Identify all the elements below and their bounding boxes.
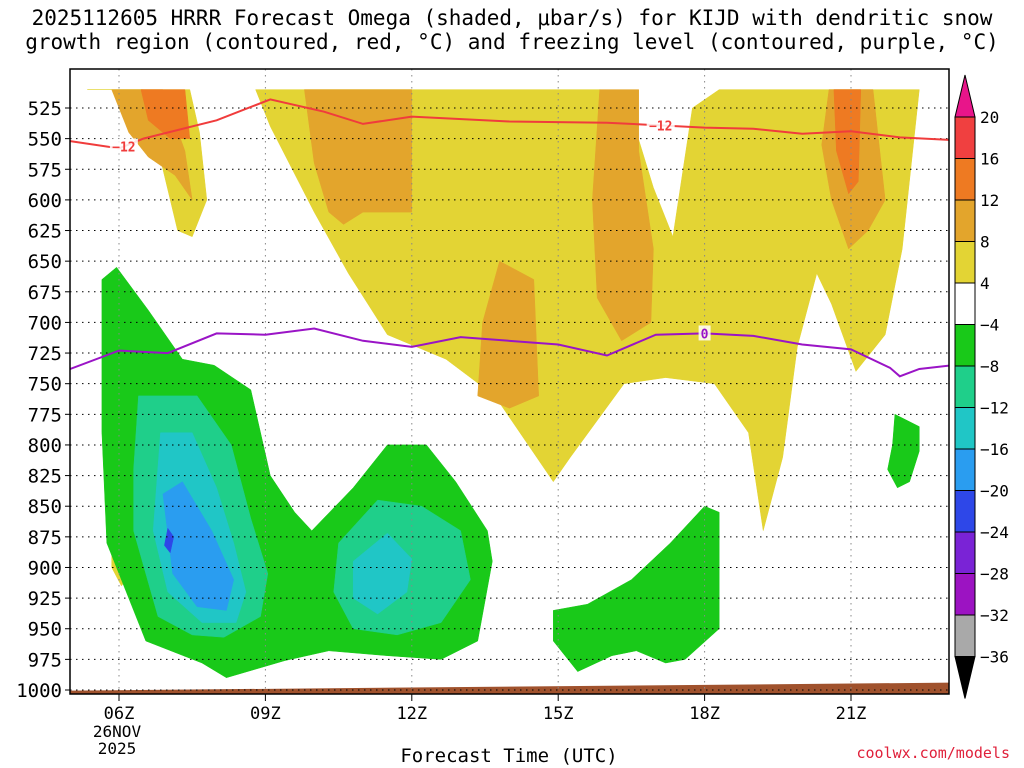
contour-labels: −12 −12 0 (109, 117, 711, 342)
xtick-label-15Z: 15Z (543, 704, 574, 724)
ytick-label-550: 550 (28, 129, 62, 151)
title-line-1: 2025112605 HRRR Forecast Omega (shaded, … (31, 6, 993, 30)
credit-link[interactable]: coolwx.com/models (856, 744, 1010, 762)
colorbar: 20 16 12 8 4 −4 −8 −12 −16 −20 −24 −28 −32 −36 (954, 74, 1009, 699)
omega-region-18 (162, 481, 234, 611)
ytick-label-525: 525 (28, 98, 62, 120)
ytick-label-725: 725 (28, 343, 62, 365)
colorbar-label-7: −12 (980, 399, 1009, 418)
colorbar-label-6: −8 (980, 357, 999, 376)
xtick-year: 2025 (98, 739, 137, 758)
ytick-label-875: 875 (28, 527, 62, 549)
title-line-2: growth region (contoured, red, °C) and f… (25, 30, 999, 54)
omega-region-5 (304, 89, 413, 225)
colorbar-box-9 (954, 448, 976, 491)
colorbar-label-11: −28 (980, 565, 1009, 584)
ytick-label-675: 675 (28, 282, 62, 304)
ytick-label-775: 775 (28, 404, 62, 426)
colorbar-label-10: −24 (980, 523, 1009, 542)
omega-region-6 (592, 89, 654, 342)
ytick-label-600: 600 (28, 190, 62, 212)
ytick-label-625: 625 (28, 221, 62, 243)
colorbar-box-12 (954, 573, 976, 616)
xtick-label-06Z: 06Z (104, 704, 135, 724)
colorbar-label-1: 16 (980, 150, 999, 169)
terrain (70, 682, 949, 694)
xtick-label-21Z: 21Z (836, 704, 867, 724)
grid (70, 69, 949, 694)
dgz-label-1-bg (109, 138, 138, 154)
ytick-label-750: 750 (28, 374, 62, 396)
colorbar-box-1 (954, 116, 976, 159)
omega-region-10 (833, 89, 862, 195)
omega-region-8 (477, 260, 539, 409)
freezing-label-bg (698, 325, 711, 341)
colorbar-box-6 (954, 324, 976, 367)
colorbar-label-3: 8 (980, 233, 990, 252)
colorbar-label-5: −4 (980, 316, 999, 335)
colorbar-label-0: 20 (980, 108, 999, 127)
dgz-label-2-bg (646, 117, 675, 133)
omega-shading (87, 89, 920, 678)
ytick-label-800: 800 (28, 435, 62, 457)
omega-region-19 (164, 527, 174, 554)
xtick-label-12Z: 12Z (396, 704, 427, 724)
colorbar-label-13: −36 (980, 648, 1009, 667)
colorbar-box-3 (954, 199, 976, 242)
ytick-label-925: 925 (28, 588, 62, 610)
colorbar-label-2: 12 (980, 191, 999, 210)
ytick-label-975: 975 (28, 649, 62, 671)
ytick-label-700: 700 (28, 312, 62, 334)
colorbar-top-arrow (954, 74, 976, 118)
ytick-label-950: 950 (28, 619, 62, 641)
terrain-band (70, 682, 949, 694)
colorbar-box-7 (954, 365, 976, 408)
ytick-label-825: 825 (28, 466, 62, 488)
contours (70, 98, 949, 378)
colorbar-label-12: −32 (980, 606, 1009, 625)
x-axis-label: Forecast Time (UTC) (400, 745, 618, 767)
omega-region-13 (887, 413, 920, 489)
colorbar-box-5 (954, 282, 976, 325)
colorbar-label-8: −16 (980, 440, 1009, 459)
omega-region-1 (255, 89, 920, 531)
ytick-label-575: 575 (28, 159, 62, 181)
colorbar-label-4: 4 (980, 274, 990, 293)
colorbar-box-13 (954, 614, 976, 657)
colorbar-box-8 (954, 407, 976, 450)
xtick-label-09Z: 09Z (250, 704, 281, 724)
colorbar-box-2 (954, 158, 976, 201)
y-axis: 525 550 575 600 625 650 675 700 725 750 775 800 825 8… (16, 98, 70, 702)
colorbar-box-10 (954, 490, 976, 533)
ytick-label-900: 900 (28, 557, 62, 579)
freezing-label: 0 (701, 327, 709, 342)
chart-title: 2025112605 HRRR Forecast Omega (shaded, … (0, 6, 1024, 54)
omega-region-9 (140, 89, 191, 139)
dgz-label-2: −12 (649, 119, 672, 134)
ytick-label-1000: 1000 (16, 680, 62, 702)
colorbar-box-11 (954, 531, 976, 574)
xtick-date: 26NOV (93, 722, 142, 741)
colorbar-bottom-arrow (954, 656, 976, 699)
colorbar-label-9: −20 (980, 482, 1009, 501)
dgz-contour (70, 98, 949, 150)
xtick-label-18Z: 18Z (689, 704, 720, 724)
ytick-label-650: 650 (28, 251, 62, 273)
colorbar-box-4 (954, 241, 976, 284)
dgz-label-1: −12 (112, 140, 135, 155)
plot-frame (69, 68, 950, 695)
freezing-level-contour (70, 327, 949, 378)
ytick-label-850: 850 (28, 496, 62, 518)
omega-region-12 (553, 505, 720, 672)
